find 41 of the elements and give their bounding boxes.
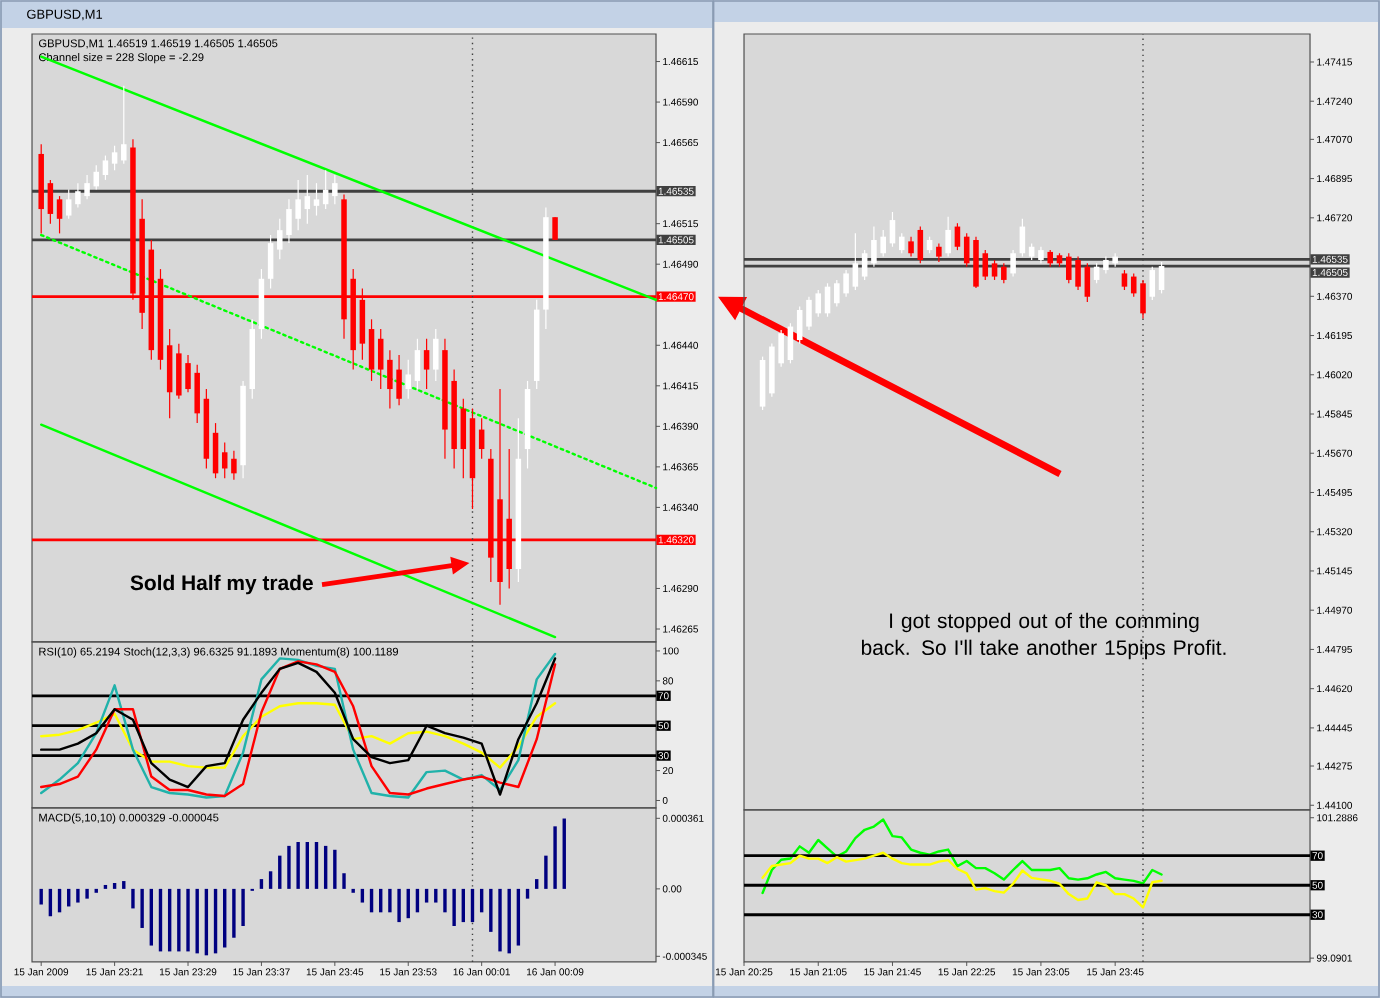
candlestick (1010, 249, 1016, 278)
annotation: Sold Half my trade (130, 574, 313, 595)
candlestick (313, 182, 320, 217)
candlestick (796, 306, 803, 344)
line-series (40, 702, 557, 769)
candlestick (332, 174, 338, 205)
candlestick (47, 179, 54, 225)
candlestick (898, 232, 905, 254)
candlestick (433, 328, 439, 382)
candlestick (231, 450, 237, 481)
candlestick (121, 85, 127, 165)
annotation: I got stopped out of the comming back. So I'll take another 15pips Profit. (861, 612, 1226, 660)
candlestick (936, 242, 942, 263)
candlestick (304, 174, 311, 225)
candlestick (405, 359, 412, 400)
candlestick (414, 338, 421, 390)
candlestick (1084, 262, 1091, 303)
candlestick (423, 338, 430, 390)
candlestick (908, 236, 914, 258)
candlestick (552, 216, 558, 241)
candlestick (111, 145, 118, 171)
candlestick (166, 328, 173, 419)
candlestick (267, 234, 274, 290)
candlestick (991, 259, 998, 281)
candlestick (1121, 269, 1128, 291)
candlestick (221, 441, 228, 479)
candlestick (460, 398, 467, 479)
candlestick (852, 232, 859, 291)
candlestick (1149, 266, 1156, 301)
candlestick (56, 195, 63, 234)
candlestick (1001, 262, 1007, 284)
candlestick (368, 318, 375, 382)
candlestick (377, 328, 384, 390)
candlestick (861, 249, 868, 281)
candlestick (65, 189, 72, 220)
candlestick (759, 356, 766, 411)
candlestick (917, 225, 924, 264)
candlestick (212, 422, 219, 479)
candlestick (1158, 261, 1165, 294)
candlestick (102, 154, 109, 181)
candlestick (945, 216, 951, 258)
